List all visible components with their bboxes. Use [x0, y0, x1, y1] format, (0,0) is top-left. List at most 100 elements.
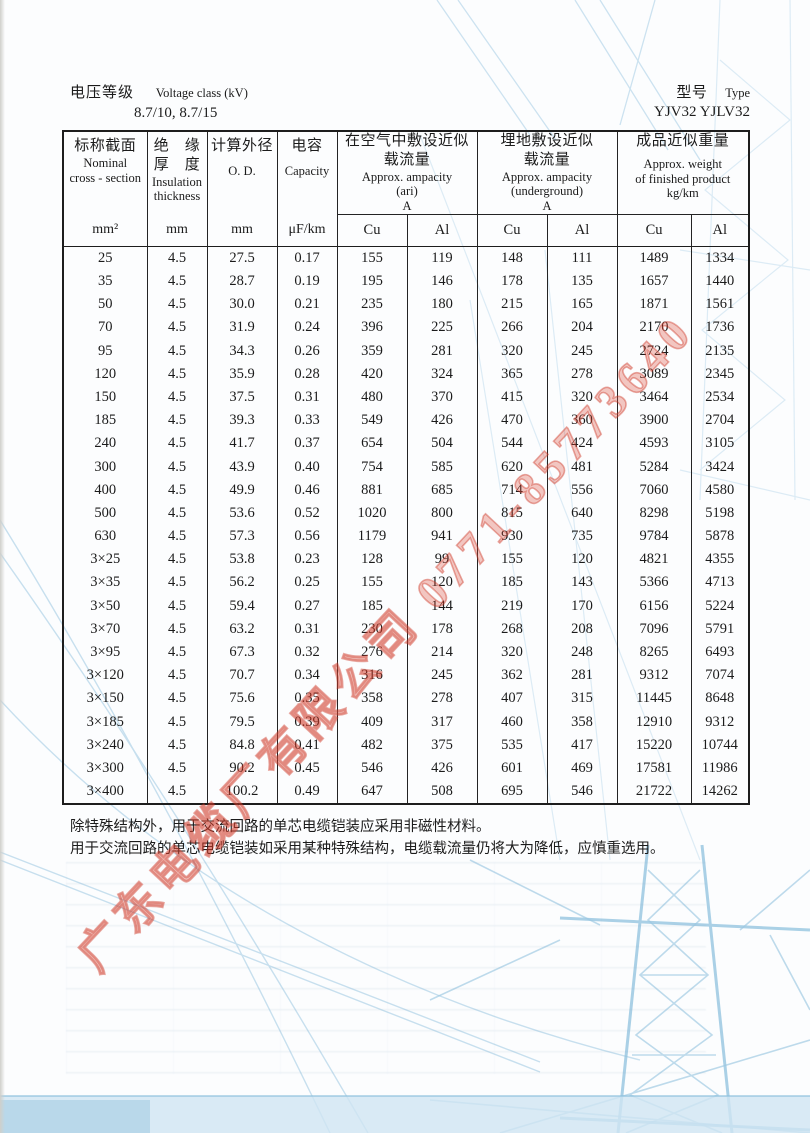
table-cell: 195	[336, 269, 408, 294]
table-cell: 155	[476, 548, 548, 572]
table-cell: 1440	[690, 269, 750, 294]
table-cell: 50	[62, 293, 148, 317]
table-cell: 0.21	[276, 293, 338, 317]
table-cell: 4.5	[146, 640, 208, 665]
table-cell: 358	[546, 710, 618, 734]
table-row: 630 4.5 57.3 0.56 1179 941 930 735 9784 5878	[62, 525, 750, 549]
table-cell: 248	[546, 640, 618, 665]
table-cell: 155	[336, 246, 408, 270]
table-cell: 150	[62, 385, 148, 410]
table-cell: 535	[476, 733, 548, 757]
col-header-insulation: 绝 缘 厚 度 Insulation thickness mm	[146, 131, 208, 247]
table-cell: 1334	[690, 246, 750, 270]
col-header-nominal: 标称截面 Nominal cross - section mm²	[62, 131, 148, 247]
subheader-ug-cu: Cu	[476, 214, 548, 247]
table-cell: 460	[476, 710, 548, 734]
table-cell: 59.4	[206, 594, 278, 618]
table-cell: 2135	[690, 339, 750, 363]
header-text: 埋地敷设近似	[500, 133, 594, 149]
table-cell: 396	[336, 316, 408, 340]
table-cell: 8298	[616, 501, 692, 525]
table-cell: 4.5	[146, 594, 208, 618]
table-cell: 178	[406, 617, 478, 641]
table-cell: 208	[546, 617, 618, 641]
table-cell: 35.9	[206, 362, 278, 386]
table-cell: 4.5	[146, 432, 208, 456]
table-cell: 0.31	[276, 385, 338, 410]
footnote-line: 用于交流回路的单芯电缆铠装如采用某种特殊结构，电缆载流量仍将大为降低，应慎重选用…	[70, 840, 665, 857]
table-cell: 278	[546, 362, 618, 386]
voltage-class-value: 8.7/10, 8.7/15	[134, 104, 218, 121]
table-cell: 143	[546, 571, 618, 595]
table-cell: 3×240	[62, 733, 148, 757]
table-cell: 34.3	[206, 339, 278, 363]
table-cell: 0.37	[276, 432, 338, 456]
table-cell: 470	[476, 409, 548, 433]
table-cell: 245	[546, 339, 618, 363]
table-cell: 0.33	[276, 409, 338, 433]
table-row: 3×300 4.5 90.2 0.45 546 426 601 469 17581 11986	[62, 756, 750, 781]
table-row: 70 4.5 31.9 0.24 396 225 266 204 2170 1736	[62, 316, 750, 340]
table-cell: 63.2	[206, 617, 278, 641]
cable-spec-table: 标称截面 Nominal cross - section mm² 绝 缘 厚 度…	[62, 130, 751, 806]
header-text: 电容	[291, 138, 323, 154]
table-cell: 11445	[616, 687, 692, 711]
table-row: 185 4.5 39.3 0.33 549 426 470 360 3900 2704	[62, 409, 750, 433]
table-cell: 215	[476, 293, 548, 317]
table-cell: 4713	[690, 571, 750, 595]
table-cell: 556	[546, 478, 618, 502]
header-text: cross - section	[69, 170, 141, 185]
table-cell: 508	[406, 780, 478, 805]
table-cell: 7096	[616, 617, 692, 641]
table-cell: 647	[336, 780, 408, 805]
voltage-class-label-zh: 电压等级	[70, 85, 135, 101]
table-cell: 4.5	[146, 617, 208, 641]
table-cell: 585	[406, 455, 478, 479]
table-cell: 630	[62, 525, 148, 549]
table-cell: 480	[336, 385, 408, 410]
table-cell: 1561	[690, 293, 750, 317]
header-text: thickness	[153, 189, 201, 204]
table-cell: 0.41	[276, 733, 338, 757]
table-cell: 754	[336, 455, 408, 479]
table-cell: 70.7	[206, 664, 278, 688]
table-cell: 500	[62, 501, 148, 525]
table-cell: 7074	[690, 664, 750, 688]
table-cell: 324	[406, 362, 478, 386]
table-cell: 1871	[616, 293, 692, 317]
table-cell: 2534	[690, 385, 750, 410]
table-cell: 4.5	[146, 455, 208, 479]
table-row: 240 4.5 41.7 0.37 654 504 544 424 4593 3105	[62, 432, 750, 456]
unit-label: mm	[166, 222, 188, 238]
table-cell: 37.5	[206, 385, 278, 410]
table-cell: 6156	[616, 594, 692, 618]
table-cell: 180	[406, 293, 478, 317]
table-cell: 0.34	[276, 664, 338, 688]
table-cell: 41.7	[206, 432, 278, 456]
table-cell: 128	[336, 548, 408, 572]
table-cell: 0.49	[276, 780, 338, 805]
table-cell: 9312	[690, 710, 750, 734]
table-cell: 276	[336, 640, 408, 665]
table-cell: 144	[406, 594, 478, 618]
table-cell: 39.3	[206, 409, 278, 433]
table-cell: 10744	[690, 733, 750, 757]
table-cell: 0.25	[276, 571, 338, 595]
table-cell: 119	[406, 246, 478, 270]
table-cell: 120	[406, 571, 478, 595]
table-cell: 4.5	[146, 362, 208, 386]
table-cell: 49.9	[206, 478, 278, 502]
header-text: Insulation	[152, 174, 202, 189]
table-cell: 300	[62, 455, 148, 479]
table-cell: 235	[336, 293, 408, 317]
table-cell: 53.8	[206, 548, 278, 572]
table-cell: 146	[406, 269, 478, 294]
table-cell: 2704	[690, 409, 750, 433]
table-row: 500 4.5 53.6 0.52 1020 800 815 640 8298 5198	[62, 501, 750, 525]
table-cell: 185	[476, 571, 548, 595]
table-row: 3×95 4.5 67.3 0.32 276 214 320 248 8265 6493	[62, 640, 750, 665]
table-cell: 3×400	[62, 780, 148, 805]
table-cell: 0.28	[276, 362, 338, 386]
table-row: 25 4.5 27.5 0.17 155 119 148 111 1489 1334	[62, 246, 750, 270]
